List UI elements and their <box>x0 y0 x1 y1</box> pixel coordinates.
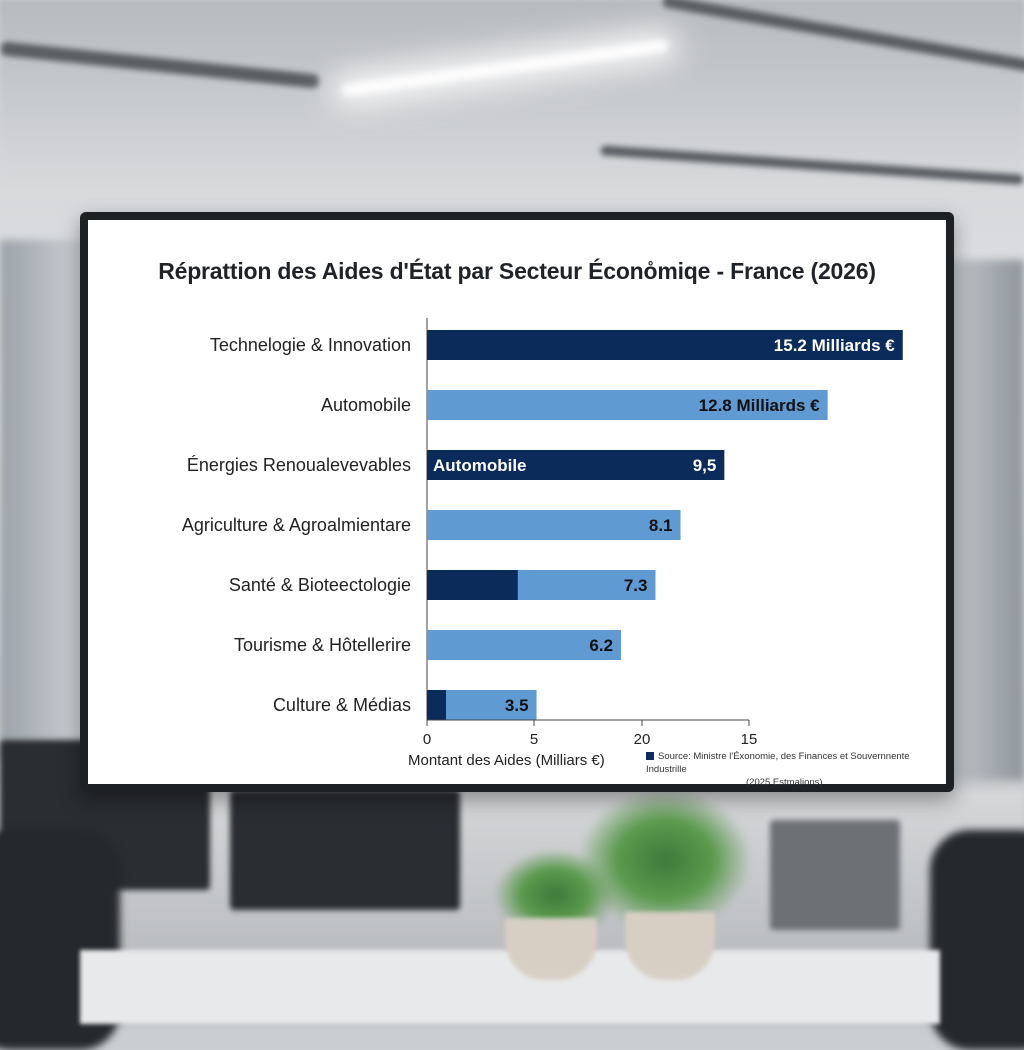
x-tick-label: 20 <box>634 731 651 748</box>
category-label: Santé & Bioteectologie <box>229 575 411 595</box>
source-line-2: (2025 Estmalions) <box>746 777 823 788</box>
x-tick-label: 5 <box>530 731 538 748</box>
bar-segment <box>427 570 518 600</box>
bar-segment <box>427 690 446 720</box>
display-screen: Réprattion des Aides d'État par Secteur … <box>80 212 954 792</box>
value-label: 3.5 <box>505 696 529 715</box>
inner-bar-label: Automobile <box>433 456 527 475</box>
chart-panel: Réprattion des Aides d'État par Secteur … <box>88 220 946 788</box>
bar-chart: Technelogie & Innovation 15.2 Milliards €… <box>182 318 903 748</box>
legend-swatch <box>646 752 654 761</box>
bar <box>427 630 622 660</box>
category-label: Technelogie & Innovation <box>210 335 411 355</box>
bar <box>427 330 903 360</box>
source-note: Source: Ministre l'Éxonomie, des Finance… <box>646 750 946 789</box>
bar <box>427 510 681 540</box>
bar <box>427 390 828 420</box>
source-line-1: Source: Ministre l'Éxonomie, des Finance… <box>646 751 910 775</box>
chart-title: Réprattion des Aides d'État par Secteur … <box>158 258 876 284</box>
category-label: Automobile <box>321 395 411 415</box>
x-tick-label: 15 <box>741 731 758 748</box>
value-label: 15.2 Milliards € <box>774 336 895 355</box>
bar <box>427 450 725 480</box>
category-label: Culture & Médias <box>273 695 411 715</box>
value-label: 7.3 <box>624 576 648 595</box>
x-tick-label: 0 <box>423 731 431 748</box>
value-label: 9,5 <box>693 456 717 475</box>
value-label: 6.2 <box>589 636 613 655</box>
category-label: Tourisme & Hôtellerire <box>234 635 411 655</box>
category-label: Énergies Renoualevevables <box>187 455 411 475</box>
value-label: 8.1 <box>649 516 673 535</box>
value-label: 12.8 Milliards € <box>699 396 820 415</box>
x-axis-label: Montant des Aides (Milliars €) <box>408 752 605 769</box>
category-label: Agriculture & Agroalmientare <box>182 515 411 535</box>
